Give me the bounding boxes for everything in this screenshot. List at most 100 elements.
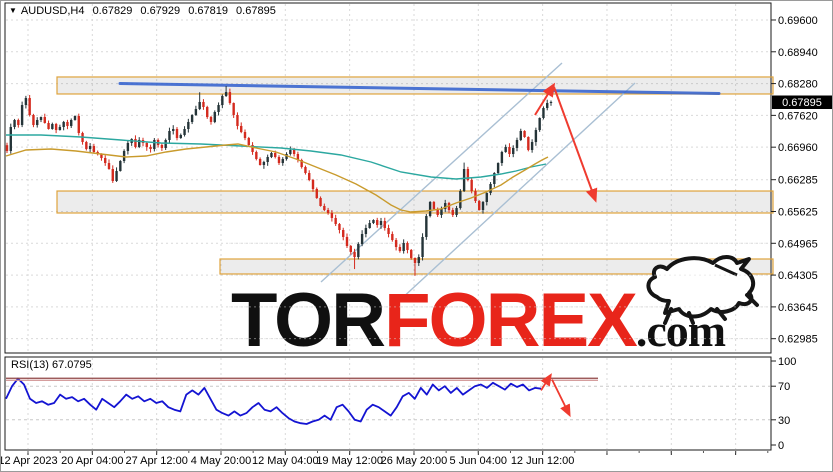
candle-body [330,212,334,218]
candle-body [364,228,368,234]
candle-body [228,92,232,103]
date-label: 27 Apr 12:00 [125,455,187,467]
candle-body [251,145,254,152]
candle-body [107,163,111,169]
main-panel-frame [4,2,772,354]
candle-body [342,229,345,237]
ohlc-low: 0.67819 [188,5,228,17]
candle-body [323,206,326,210]
candle-body [394,240,398,248]
rsi-indicator-label: RSI(13) 67.0795 [11,359,92,371]
candle-body [70,120,73,126]
candle-body [357,244,360,258]
candle-body [466,168,470,180]
rsi-axis-label: 70 [778,381,790,393]
candle-body [281,158,284,164]
channel-trendline [320,62,563,283]
candle-body [534,130,538,143]
candle-body [236,114,239,126]
candle-body [308,172,311,180]
candle-body [51,124,54,130]
rsi-axis-label: 30 [778,415,790,427]
resistance-trendline [118,81,721,96]
current-price-label: 0.67895 [782,97,822,109]
panels-and-grid [4,2,772,451]
price-axis-label: 0.65625 [778,206,818,218]
candle-body [13,120,16,127]
candle-body [138,139,141,147]
candle-body [217,105,220,113]
candle-body [512,147,515,155]
candle-body [304,167,307,173]
candle-body [398,247,402,251]
chart-title: ▼ AUDUSD,H4 0.67829 0.67929 0.67819 0.678… [9,5,281,17]
candle-body [530,142,534,150]
candle-body [360,233,364,245]
candle-body [421,236,424,258]
candle-body [285,154,288,159]
date-label: 5 Jun 04:00 [450,455,508,467]
candle-body [274,153,277,158]
candle-body [149,146,152,150]
candle-body [289,149,292,155]
candle-body [515,139,519,148]
candle-body [88,146,92,150]
candle-body [338,224,341,230]
candle-body [92,146,96,152]
candle-body [462,168,466,192]
candle-body [451,209,454,216]
candle-body [258,158,262,166]
candle-body [168,130,171,140]
candle-body [221,96,224,106]
price-axis-label: 0.66960 [778,142,818,154]
candle-body [300,159,303,168]
date-label: 26 May 20:00 [381,455,448,467]
logo-forex: FOREX [384,278,638,363]
candle-body [104,158,107,164]
candle-body [39,117,43,121]
candle-body [455,208,458,216]
candle-body [277,157,281,164]
date-label: 12 Jun 12:00 [511,455,575,467]
forecast-arrows [534,82,598,418]
date-label: 19 May 12:00 [316,455,383,467]
candle-body [262,162,266,166]
candle-body [266,157,269,163]
candle-body [43,117,46,123]
price-axis-label: 0.69600 [778,15,818,27]
candle-body [122,150,126,162]
logo-tor: TOR [231,278,385,363]
moving-average-orange [5,143,549,213]
candle-body [66,121,69,126]
candle-body [410,249,413,258]
candle-body [391,233,394,241]
candle-body [119,161,122,172]
moving-average-teal [6,134,547,180]
candle-body [368,223,371,229]
ohlc-close: 0.67895 [236,5,276,17]
watermark-logo: TORFOREX.com [231,255,759,363]
candle-body [32,114,35,126]
candle-body [240,125,243,132]
price-axis-label: 0.66285 [778,175,818,187]
price-zone [56,76,774,95]
symbol-label: AUDUSD,H4 [20,5,85,17]
candle-body [440,208,443,216]
forecast-arrow [534,82,556,116]
candle-body [183,129,186,135]
candle-body [319,198,322,207]
candle-body [489,183,492,193]
candle-body [190,114,194,122]
candle-body [9,126,12,151]
candle-body [243,131,247,139]
axes: 0.67895 0.69600 0.68940 0.68280 0.67620 0.66… [1,15,832,467]
candle-body [100,154,103,159]
candle-body [413,257,417,263]
candle-body [85,142,88,150]
candle-body [77,116,80,134]
symbol-dropdown-icon[interactable]: ▼ [9,6,17,15]
rsi-label-text: RSI(13) 67.0795 [11,359,92,371]
rsi-axis-label: 100 [778,356,796,368]
